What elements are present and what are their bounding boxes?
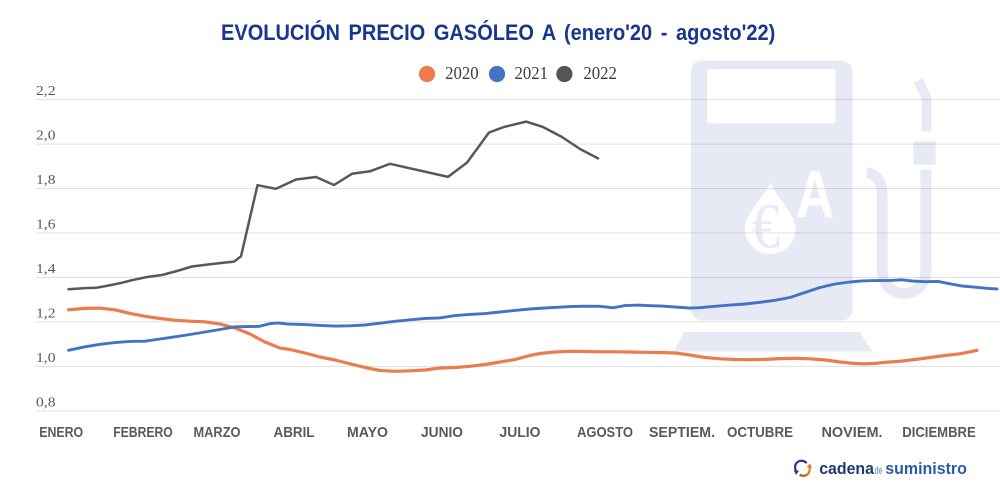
svg-text:JUNIO: JUNIO	[421, 425, 463, 441]
svg-text:1,8: 1,8	[36, 172, 56, 187]
svg-text:A: A	[796, 157, 834, 232]
svg-text:EVOLUCIÓN PRECIO GASÓLEO A (en: EVOLUCIÓN PRECIO GASÓLEO A (enero'20 - a…	[221, 19, 775, 45]
svg-text:ABRIL: ABRIL	[274, 425, 315, 441]
svg-text:NOVIEM.: NOVIEM.	[822, 425, 883, 441]
svg-text:SEPTIEM.: SEPTIEM.	[649, 425, 715, 441]
svg-text:1,4: 1,4	[36, 261, 56, 276]
svg-text:OCTUBRE: OCTUBRE	[727, 425, 793, 441]
svg-text:JULIO: JULIO	[500, 425, 541, 441]
svg-text:MARZO: MARZO	[194, 425, 241, 441]
svg-text:€: €	[752, 191, 780, 261]
svg-text:1,2: 1,2	[36, 305, 56, 320]
svg-text:ENERO: ENERO	[39, 425, 83, 441]
svg-text:2,2: 2,2	[36, 83, 56, 98]
svg-text:1,0: 1,0	[36, 350, 56, 365]
svg-text:suministro: suministro	[885, 460, 967, 478]
svg-text:0,8: 0,8	[36, 394, 56, 409]
svg-text:2022: 2022	[583, 63, 617, 83]
svg-text:AGOSTO: AGOSTO	[577, 425, 633, 441]
svg-text:cadena: cadena	[819, 460, 875, 478]
svg-text:MAYO: MAYO	[347, 425, 388, 441]
svg-text:2020: 2020	[445, 63, 479, 83]
svg-text:1,6: 1,6	[36, 217, 56, 232]
svg-text:2021: 2021	[515, 63, 549, 83]
svg-text:de: de	[875, 465, 883, 477]
svg-text:2,0: 2,0	[36, 128, 56, 143]
svg-text:DICIEMBRE: DICIEMBRE	[902, 425, 976, 441]
svg-text:FEBRERO: FEBRERO	[113, 425, 173, 441]
